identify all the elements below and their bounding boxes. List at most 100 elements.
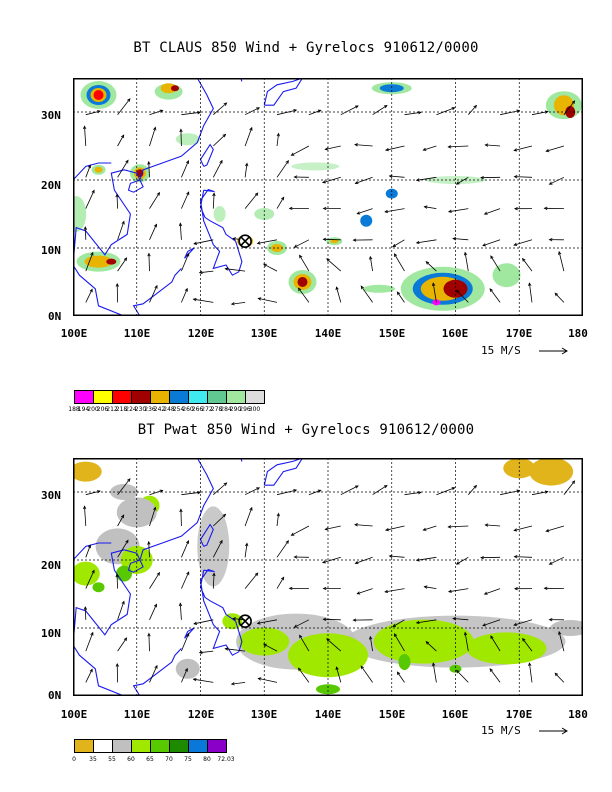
wind-arrowhead [192,298,197,302]
wind-arrow [181,491,201,496]
wind-arrow [231,302,246,305]
wind-arrowhead [383,104,388,109]
wind-arrow [244,192,259,209]
wind-arrowhead [97,110,101,114]
wind-arrowhead [232,617,236,621]
wind-arrowhead [356,211,361,215]
wind-arrow [117,221,125,240]
panel1-xtick-130e: 130E [250,327,278,340]
colorbar-label: 80 [203,756,211,763]
wind-arrow [424,586,437,589]
wind-arrow [489,668,501,683]
wind-arrowhead [463,251,468,256]
wind-arrow [225,268,246,272]
wind-arrowhead [516,489,521,493]
wind-arrowhead [153,126,157,131]
wind-arrow [514,556,533,558]
wind-arrowhead [490,635,494,639]
wind-arrow [181,540,189,558]
wind-arrowhead [89,288,93,293]
colorbar-label: 248 [163,406,175,413]
field-blob [73,561,100,586]
panel2-xtick-170e: 170E [505,708,533,721]
wind-arrow [181,191,190,209]
field-blob [197,506,230,587]
coastline [127,559,144,573]
wind-arrow [467,105,477,115]
wind-arrowhead [224,267,229,271]
colorbar-label: 206 [96,406,109,413]
wind-arrowhead [415,240,420,245]
wind-arrow [179,603,182,620]
wind-arrowhead [212,572,216,577]
wind-arrow [436,107,455,116]
coastline [263,78,304,106]
wind-arrow [397,291,405,303]
wind-arrowhead [293,109,298,113]
field-blob [93,90,104,100]
wind-arrowhead [326,638,330,642]
wind-arrow [425,641,437,652]
colorbar-label: 70 [165,756,173,763]
wind-arrow [554,293,565,303]
wind-arrowhead [197,491,202,495]
field-blob [84,255,113,268]
wind-arrow [244,127,253,147]
wind-arrow [531,491,548,496]
wind-arrowhead [528,282,532,287]
gyre-cross [240,616,250,626]
wind-arrow [436,487,455,496]
wind-arrowhead [280,576,285,581]
wind-arrowhead [447,145,452,149]
panel1-xtick-180: 180 [568,327,588,340]
wind-arrow [482,619,501,626]
wind-arrow [456,176,469,185]
wind-arrowhead [388,554,393,558]
wind-arrow [117,601,125,620]
wind-arrow [85,545,91,558]
wind-arrow [404,112,421,116]
wind-arrow [199,270,214,274]
wind-arrowhead [153,603,157,608]
colorbar-label: 272 [201,406,213,413]
wind-arrowhead [360,285,364,290]
wind-arrow [84,506,87,527]
wind-arrow [490,255,501,272]
field-blob [160,83,177,94]
wind-arrowhead [293,489,298,493]
wind-arrowhead [290,532,295,536]
colorbar-swatch [207,390,227,404]
wind-arrow [372,105,388,116]
wind-arrowhead [544,490,549,494]
wind-arrowhead [123,257,128,262]
coastline [73,542,112,561]
wind-arrowhead [219,159,223,164]
panel1-colorbar [74,390,265,404]
wind-arrowhead [159,109,164,113]
wind-arrowhead [369,255,373,260]
colorbar-label: 230 [134,406,147,413]
wind-arrowhead [543,206,548,210]
panel2-ytick-30n: 30N [41,489,61,502]
wind-arrowhead [455,181,460,185]
coastline [199,188,243,276]
wind-arrow [513,239,533,246]
wind-arrowhead [125,159,129,164]
wind-arrow [432,663,437,683]
wind-arrowhead [121,220,125,225]
coastline [199,523,214,547]
wind-arrowhead [184,287,188,292]
wind-arrow [263,643,278,652]
wind-arrowhead [249,506,253,511]
wind-arrow [117,98,131,115]
wind-arrowhead [335,286,339,291]
wind-arrowhead [256,487,260,491]
wind-arrow [340,485,359,496]
wind-arrow [394,253,405,272]
wind-arrow [416,176,437,181]
field-blob [239,627,290,656]
wind-arrowhead [513,175,518,179]
gyre-circle [238,614,252,628]
wind-arrow [276,133,279,147]
wind-arrow [322,556,341,563]
